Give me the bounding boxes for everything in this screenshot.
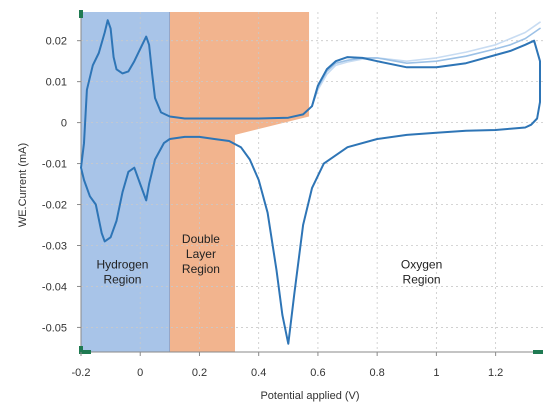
x-axis-right-handle[interactable] <box>533 350 543 354</box>
x-axis-left-handle[interactable] <box>81 350 91 354</box>
series-line-0 <box>80 19 541 345</box>
y-tick-label-7: -0.05 <box>42 322 67 334</box>
x-tick-label-1: 0 <box>137 367 143 379</box>
x-tick-label-5: 0.8 <box>370 367 385 379</box>
y-axis-title: WE.Current (mA) <box>17 143 29 227</box>
series-line-2 <box>311 21 541 107</box>
region-label-0-line-1: Region <box>103 273 141 287</box>
x-tick-label-7: 1.2 <box>488 367 503 379</box>
series-layer <box>80 19 541 345</box>
y-tick-label-3: -0.01 <box>42 159 67 171</box>
region-label-2-line-0: Oxygen <box>401 258 442 272</box>
region-label-1-line-2: Region <box>182 262 220 276</box>
y-axis-top-handle[interactable] <box>79 10 83 18</box>
regions-layer <box>81 12 310 352</box>
x-tick-label-0: -0.2 <box>72 367 91 379</box>
region-label-1-line-0: Double <box>182 232 220 246</box>
x-tick-label-3: 0.4 <box>251 367 266 379</box>
region-label-0-line-0: Hydrogen <box>96 258 148 272</box>
y-tick-label-1: 0.01 <box>46 77 67 89</box>
axes-layer: -0.2 0 0.2 0.4 0.6 0.8 1 1.2 0.02 0.01 0 -0.01 -0.02… <box>42 10 543 379</box>
x-tick-label-4: 0.6 <box>310 367 325 379</box>
y-tick-label-6: -0.04 <box>42 281 67 293</box>
y-tick-label-5: -0.03 <box>42 240 67 252</box>
region-band-1 <box>169 12 310 352</box>
x-axis-title: Potential applied (V) <box>260 390 359 402</box>
series-line-1 <box>311 27 541 107</box>
y-tick-label-2: 0 <box>61 118 67 130</box>
region-label-1-line-1: Layer <box>186 247 216 261</box>
x-tick-label-6: 1 <box>433 367 439 379</box>
region-label-2-line-1: Region <box>403 273 441 287</box>
x-tick-label-2: 0.2 <box>192 367 207 379</box>
y-tick-label-4: -0.02 <box>42 200 67 212</box>
y-tick-label-0: 0.02 <box>46 36 67 48</box>
